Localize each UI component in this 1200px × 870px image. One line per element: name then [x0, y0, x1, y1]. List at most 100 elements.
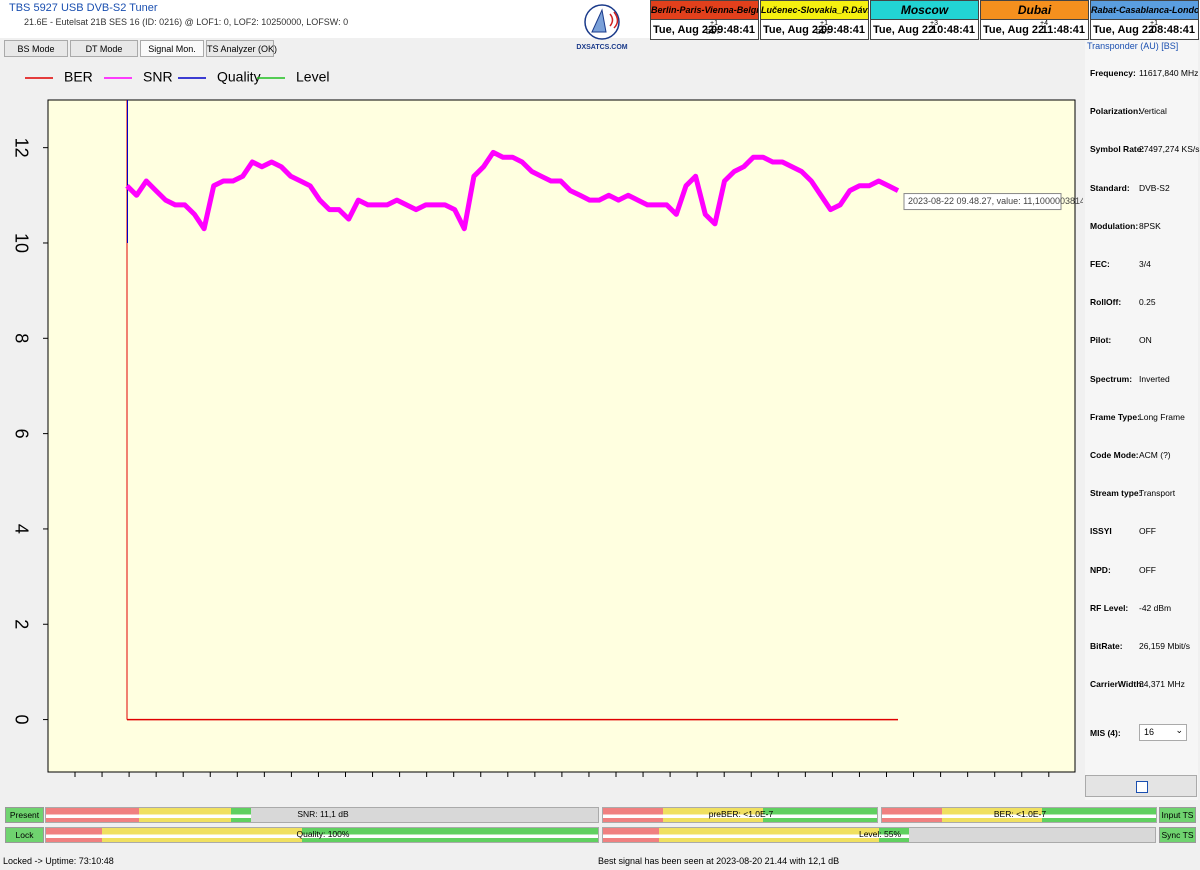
field-label: NPD: [1090, 564, 1111, 575]
bar-segment [942, 808, 1042, 822]
y-tick-label: 2 [11, 619, 31, 629]
field-label: Stream type: [1090, 488, 1142, 499]
status-label: Lock [5, 827, 44, 843]
dropdown-value: 16 [1144, 727, 1155, 737]
legend-label: BER [64, 69, 93, 85]
field-value: ON [1139, 335, 1152, 346]
plot-area [47, 99, 1076, 773]
field-label: Pilot: [1090, 335, 1112, 346]
panel-button[interactable] [1085, 775, 1197, 797]
bar-text: Quality: 100% [296, 829, 350, 839]
field-value: -42 dBm [1139, 602, 1172, 613]
y-tick-label: 10 [11, 233, 31, 253]
status-label: Present [5, 807, 44, 823]
field-label: Modulation: [1090, 220, 1139, 231]
tab[interactable]: DT Mode [70, 40, 138, 57]
snr-bar: SNR: 11,1 dB [45, 807, 599, 823]
clock-city: Moscow [871, 1, 978, 20]
bar-segment [603, 808, 663, 822]
field-label: ISSYI [1090, 526, 1112, 537]
clock: Moscow Tue, Aug 22 +3 10:48:41 [870, 0, 979, 40]
panel-title: Transponder (AU) [BS] [1087, 41, 1179, 51]
field-value: ACM (?) [1139, 450, 1171, 460]
bar-segment [46, 828, 102, 842]
tab[interactable]: Signal Mon. [140, 40, 204, 57]
field-value: OFF [1139, 564, 1156, 575]
status-label: Sync TS [1159, 827, 1196, 843]
field-value: DVB-S2 [1139, 182, 1170, 193]
bar-text: preBER: <1.0E-7 [708, 809, 774, 819]
clock-dst: DST [816, 29, 830, 36]
legend-label: Quality [217, 69, 261, 85]
field-label: MIS (4): [1090, 728, 1121, 738]
bar-segment [603, 828, 659, 842]
preber-bar: preBER: <1.0E-7 [602, 807, 878, 823]
button-icon [1136, 781, 1148, 793]
clock-city: Dubai [981, 1, 1088, 20]
transponder-panel: Transponder (AU) [BS] Frequency: 11617,840… [1085, 40, 1200, 800]
field-label: RF Level: [1090, 602, 1129, 613]
status-label: Input TS [1159, 807, 1196, 823]
clock-offset: +1 [1150, 20, 1158, 27]
logo-icon: DXSATCS.COM [576, 4, 628, 51]
quality-bar: Quality: 100% [45, 827, 599, 843]
dropdown-arrow: ⌄ [1175, 725, 1183, 735]
bar-segment [879, 828, 909, 842]
clock-date: Tue, Aug 22 [653, 24, 715, 36]
clock-offset: +1 [710, 20, 718, 27]
y-tick-label: 0 [11, 715, 31, 725]
field-value: Inverted [1139, 373, 1170, 384]
field-value: 26,159 Mbit/s [1139, 641, 1191, 651]
clock-time: 09:48:41 [710, 24, 755, 36]
bar-text: BER: <1.0E-7 [993, 809, 1047, 819]
field-value: Long Frame [1139, 411, 1185, 422]
clock-city: Rabat-Casablanca-London [1091, 1, 1198, 20]
bar-segment [663, 808, 763, 822]
ber-bar: BER: <1.0E-7 [881, 807, 1157, 823]
tab[interactable]: TS Analyzer (OK) [206, 40, 277, 57]
field-value: 11617,840 MHz [1139, 68, 1199, 78]
field-value: 27497,274 KS/s [1139, 144, 1200, 155]
bar-segment [46, 808, 139, 822]
field-label: CarrierWidth: [1090, 679, 1145, 690]
chart: 0 2 4 6 8 10 12 BER SNR Quality Level 2023-08-22 09… [5, 62, 1083, 798]
clock-date: Tue, Aug 22 [983, 24, 1045, 36]
bar-segment [882, 808, 942, 822]
tab[interactable]: BS Mode [4, 40, 68, 57]
clock: Lučenec-Slovakia_R.Dávid Tue, Aug 22 +1 DST… [760, 0, 869, 40]
clock-time: 09:48:41 [820, 24, 865, 36]
field-label: Standard: [1090, 182, 1130, 193]
bar-segment [139, 808, 231, 822]
clock-city: Berlin-Paris-Vienna-Belgrade [651, 1, 758, 20]
clock-offset: +3 [930, 20, 938, 27]
status-best: Best signal has been seen at 2023-08-20 … [598, 856, 840, 866]
logo: DXSATCS.COM [572, 2, 632, 52]
bar-segment [763, 808, 877, 822]
field-label: Frame Type: [1090, 411, 1140, 422]
logo-dish [591, 8, 607, 33]
field-label: FEC: [1090, 259, 1110, 269]
field-value: OFF [1139, 526, 1156, 537]
series-line [125, 149, 900, 232]
y-tick-label: 6 [11, 429, 31, 439]
y-tick-label: 8 [11, 333, 31, 343]
bar-text: Level: 55% [858, 829, 902, 839]
field-label: BitRate: [1090, 641, 1123, 651]
clock-dst: DST [706, 29, 720, 36]
y-tick-label: 12 [11, 138, 31, 158]
y-tick-label: 4 [11, 524, 31, 534]
clock-offset: +4 [1040, 20, 1048, 27]
field-value: 8PSK [1139, 220, 1161, 231]
field-value: 34,371 MHz [1139, 679, 1185, 690]
mis-dropdown[interactable]: 16 ⌄ [1139, 724, 1187, 741]
field-value: 0.25 [1139, 297, 1156, 308]
level-bar: Level: 55% [602, 827, 1156, 843]
tooltip-box [903, 193, 1062, 211]
bar-segment [302, 828, 598, 842]
bar-segment [231, 808, 251, 822]
tooltip: 2023-08-22 09.48.27, value: 11,100000381… [908, 196, 1083, 206]
bar-segment [1042, 808, 1156, 822]
legend-label: SNR [143, 69, 173, 85]
clock-time: 10:48:41 [930, 24, 975, 36]
